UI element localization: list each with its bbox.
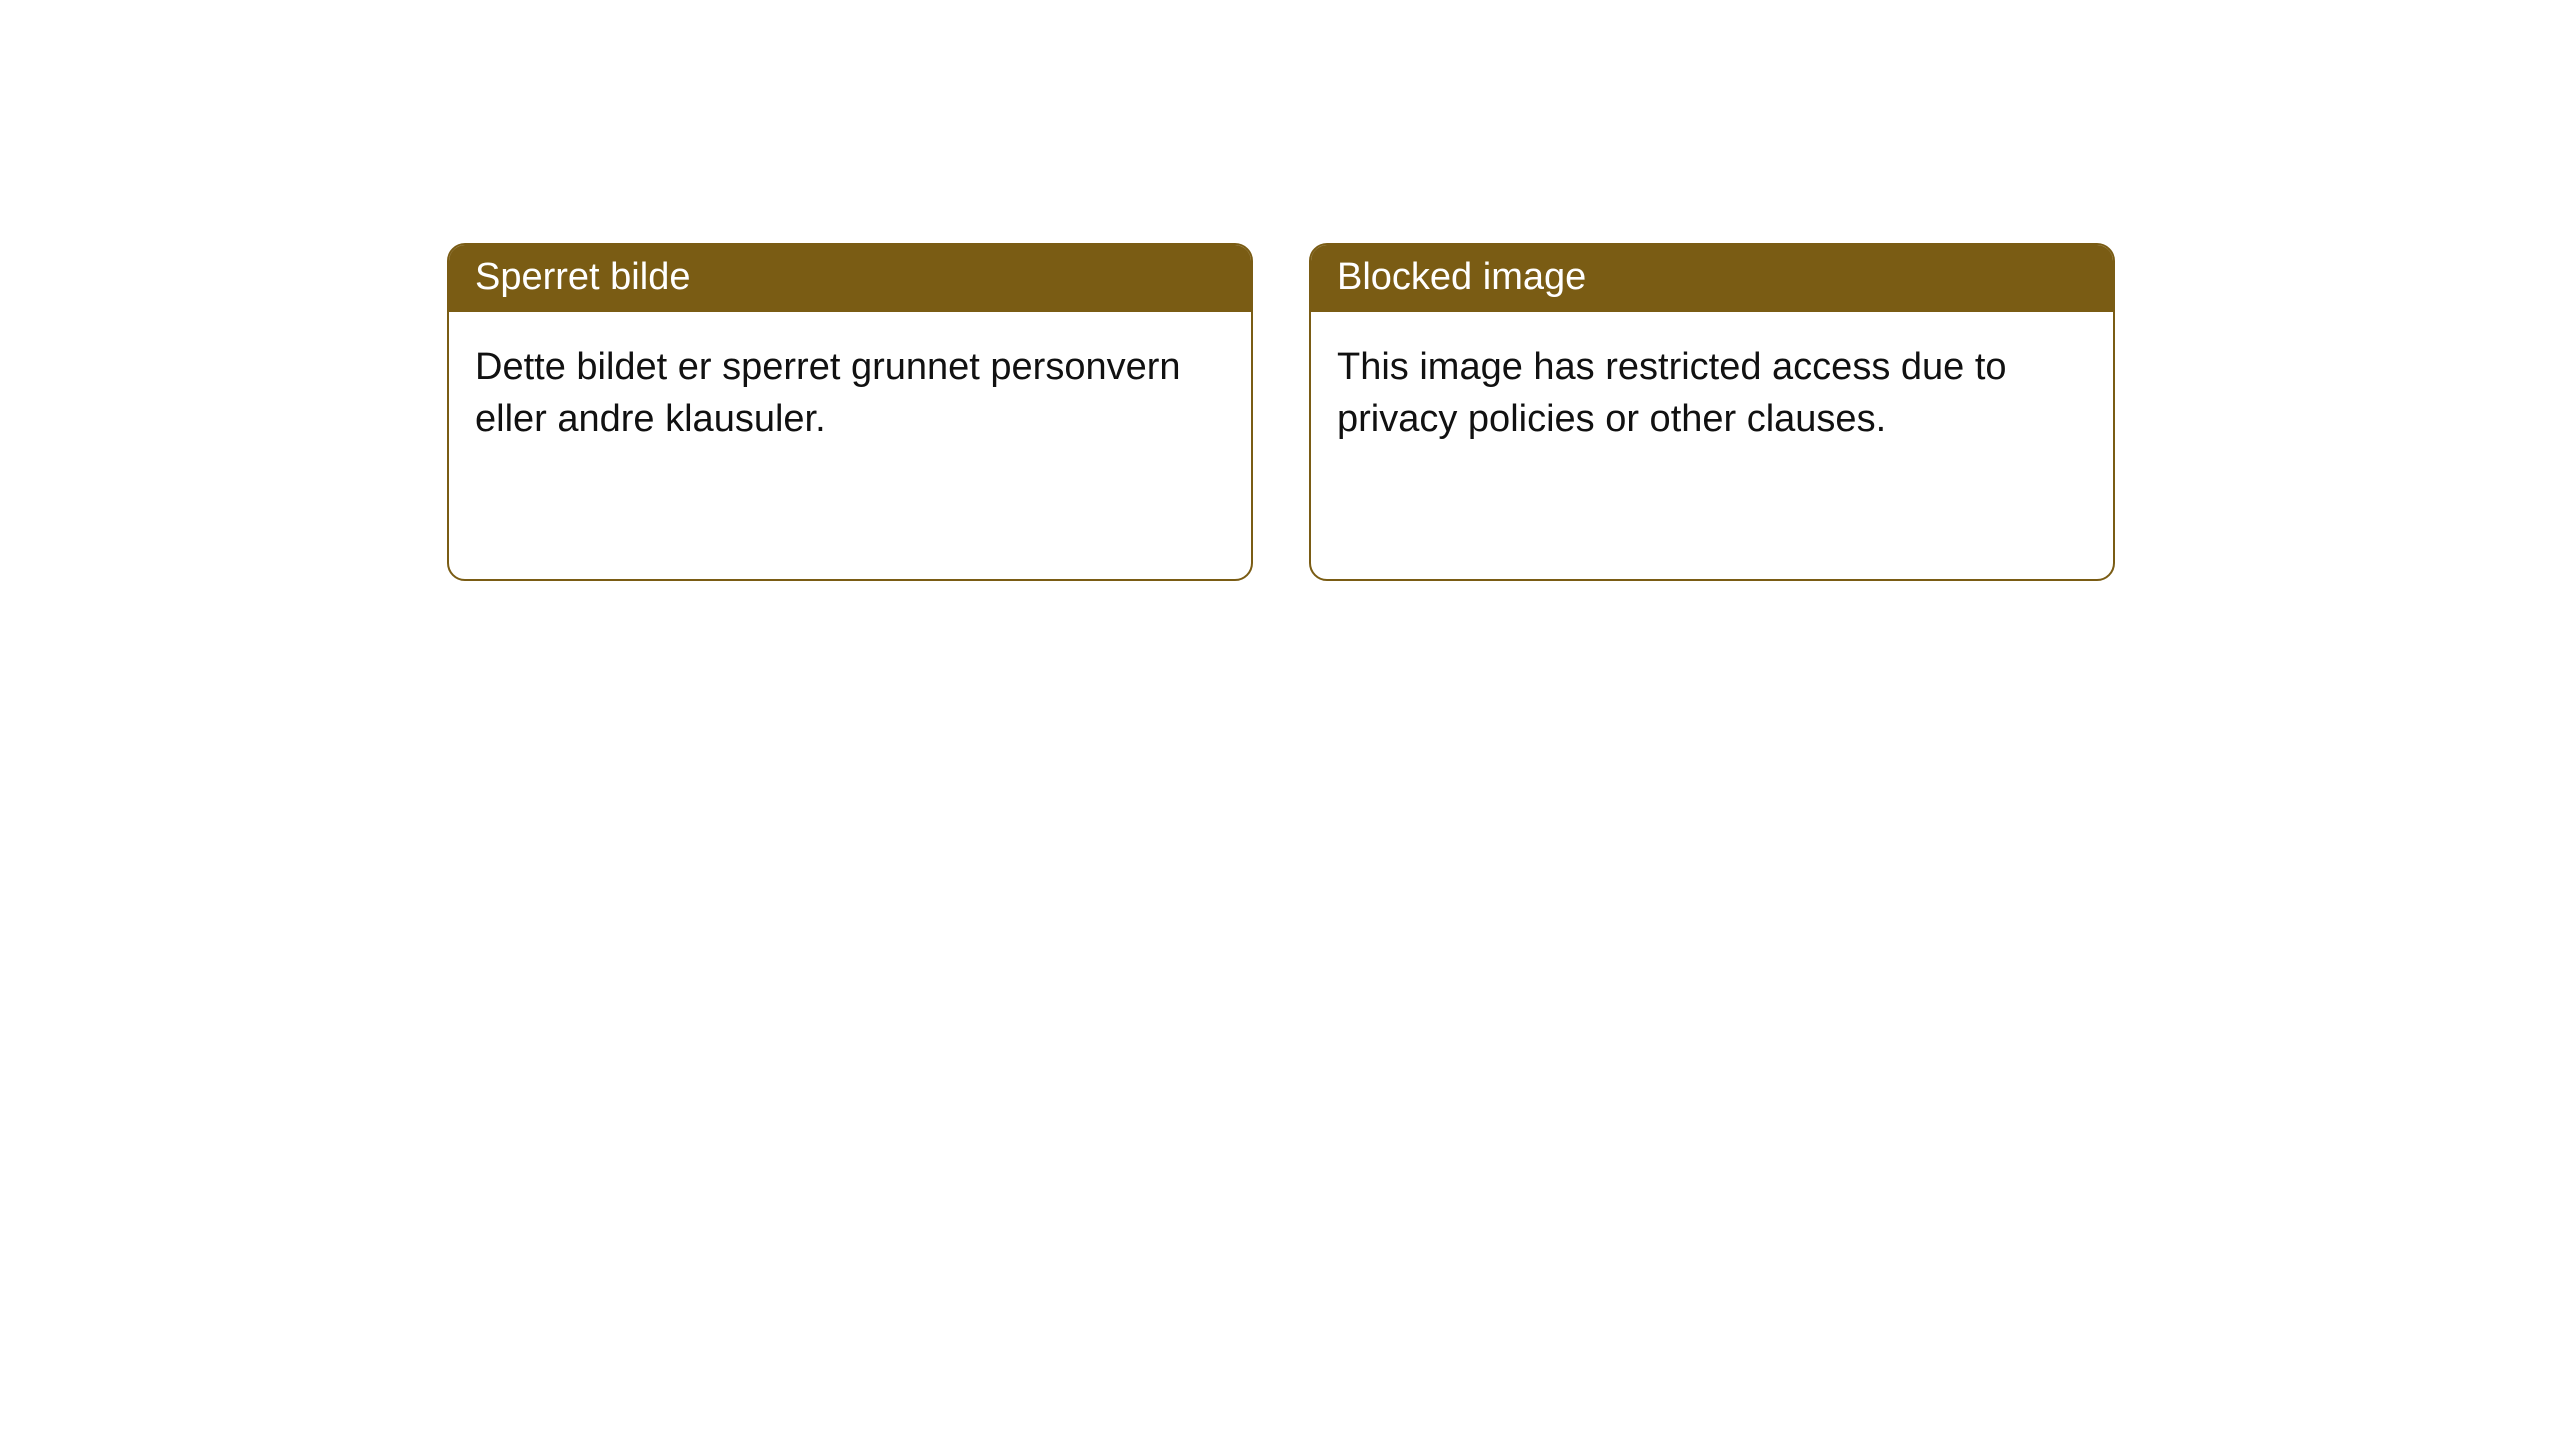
notice-title-no: Sperret bilde	[449, 245, 1251, 312]
notice-body-no: Dette bildet er sperret grunnet personve…	[449, 312, 1251, 475]
notice-card-no: Sperret bilde Dette bildet er sperret gr…	[447, 243, 1253, 581]
notice-body-en: This image has restricted access due to …	[1311, 312, 2113, 475]
notice-card-en: Blocked image This image has restricted …	[1309, 243, 2115, 581]
notice-container: Sperret bilde Dette bildet er sperret gr…	[0, 0, 2560, 581]
notice-title-en: Blocked image	[1311, 245, 2113, 312]
